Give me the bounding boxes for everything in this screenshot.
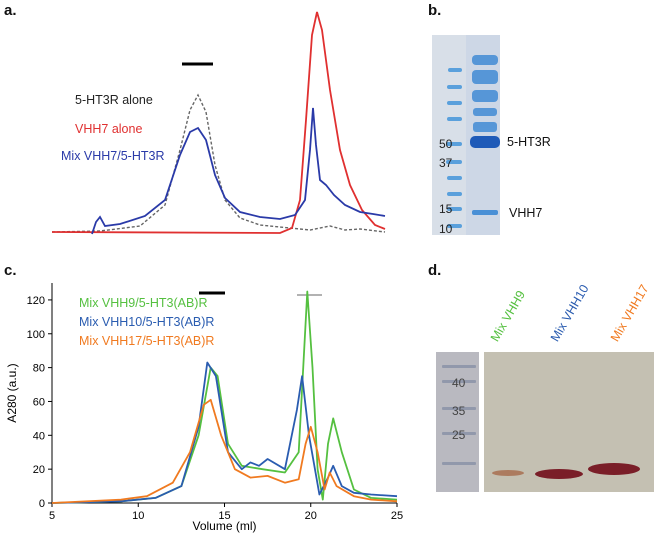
y-tick-label: 40 [33, 430, 45, 442]
x-tick-label: 5 [49, 510, 55, 522]
panel-b-band-vhh7: VHH7 [509, 206, 543, 220]
panel-d-marker-35: 35 [452, 404, 466, 418]
panel-d-label: d. [428, 262, 442, 279]
y-axis-label: A280 (a.u.) [5, 363, 19, 422]
panel-a-legend-5ht3r: 5-HT3R alone [75, 93, 153, 107]
panel-c-label: c. [4, 262, 17, 279]
x-tick-label: 20 [305, 510, 317, 522]
y-tick-label: 0 [39, 498, 45, 510]
panel-a-trace-vhh7 [51, 11, 386, 234]
series-line-1 [51, 361, 398, 504]
series-line-2 [51, 398, 398, 504]
panel-c-legend-vhh17: Mix VHH17/5-HT3(AB)R [79, 334, 215, 348]
panel-b-marker-15: 15 [439, 202, 453, 216]
x-tick-label: 15 [218, 510, 230, 522]
panel-a-trace-5ht3r [51, 93, 386, 233]
panel-b-marker-10: 10 [439, 222, 453, 236]
panel-a-trace-mix [91, 107, 386, 235]
blot-band-vhh17 [588, 463, 640, 475]
x-tick-label: 25 [391, 510, 403, 522]
panel-b-marker-50: 50 [439, 137, 453, 151]
panel-b-marker-37: 37 [439, 156, 453, 170]
y-tick-label: 100 [27, 329, 45, 341]
blot-band-vhh10 [535, 469, 583, 479]
blot-band-vhh9 [492, 470, 524, 476]
y-tick-label: 80 [33, 363, 45, 375]
y-tick-label: 60 [33, 396, 45, 408]
y-tick-label: 20 [33, 464, 45, 476]
panel-b-label: b. [428, 2, 442, 19]
panel-d-marker-40: 40 [452, 376, 466, 390]
x-tick-label: 10 [132, 510, 144, 522]
panel-d-marker-25: 25 [452, 428, 466, 442]
series-line-0 [51, 290, 398, 504]
panel-a-legend-mix: Mix VHH7/5-HT3R [61, 149, 165, 163]
panel-c-legend-vhh10: Mix VHH10/5-HT3(AB)R [79, 315, 215, 329]
panel-a-label: a. [4, 2, 17, 19]
panel-c-legend-vhh9: Mix VHH9/5-HT3(AB)R [79, 296, 208, 310]
x-axis-label: Volume (ml) [192, 519, 256, 533]
y-tick-label: 120 [27, 295, 45, 307]
panel-b-band-5ht3r: 5-HT3R [507, 135, 551, 149]
panel-a-legend-vhh7: VHH7 alone [75, 122, 143, 136]
